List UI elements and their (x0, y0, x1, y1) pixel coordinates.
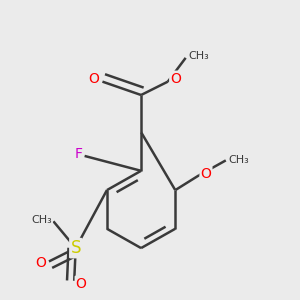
Text: O: O (170, 72, 181, 86)
Text: S: S (70, 239, 81, 257)
Text: CH₃: CH₃ (31, 215, 52, 225)
Text: CH₃: CH₃ (228, 155, 249, 165)
Text: O: O (76, 277, 87, 291)
Text: CH₃: CH₃ (189, 51, 209, 62)
Text: O: O (88, 72, 99, 86)
Text: F: F (74, 148, 82, 161)
Text: O: O (200, 167, 211, 181)
Text: O: O (35, 256, 46, 270)
